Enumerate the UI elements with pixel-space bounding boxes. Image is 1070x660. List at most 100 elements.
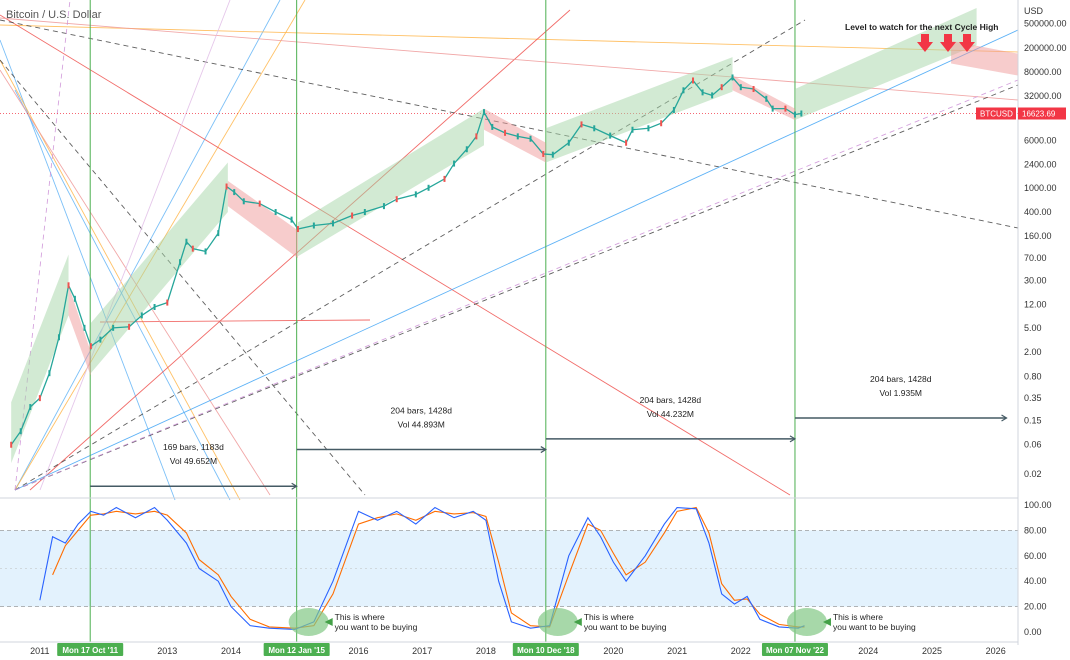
cycle-range-arrowhead: [1001, 414, 1008, 422]
trend-line-4: [0, 24, 1019, 53]
buy-arrow-icon: [822, 618, 831, 626]
y-tick-label: 2400.00: [1024, 160, 1057, 170]
x-tick-label: 2014: [221, 646, 241, 656]
price-candle: [793, 111, 796, 118]
y-tick-label: 200000.00: [1024, 43, 1067, 53]
y-tick-label: 2.00: [1024, 347, 1042, 357]
price-badge-label: 16623.69: [1022, 110, 1056, 119]
green-channel-5: [794, 8, 977, 121]
price-candle: [483, 109, 486, 116]
price-candle: [567, 139, 570, 146]
x-tick-label: 2016: [348, 646, 368, 656]
cycle-vol-text: Vol 1.935M: [879, 388, 922, 398]
trend-line-7: [0, 14, 791, 496]
price-candle: [647, 125, 650, 132]
stoch-d-line: [52, 506, 805, 629]
cycle-vol-text: Vol 44.893M: [398, 420, 445, 430]
cycle-bars-text: 204 bars, 1428d: [640, 395, 702, 405]
price-candle: [414, 191, 417, 198]
price-candle: [800, 110, 803, 117]
symbol-badge-label: BTCUSD: [980, 110, 1013, 119]
price-candle: [73, 295, 76, 302]
price-candle: [609, 132, 612, 139]
x-tick-label: 2013: [157, 646, 177, 656]
symbol-badge-bg: [976, 107, 1016, 120]
stoch-y-tick-label: 60.00: [1024, 551, 1047, 561]
price-candle: [99, 336, 102, 343]
price-candle: [504, 129, 507, 136]
buy-note-line1: This is where: [335, 612, 385, 622]
price-candle: [89, 343, 92, 350]
date-badge-label: Mon 12 Jan '15: [268, 646, 325, 655]
price-candle: [274, 209, 277, 216]
green-channel-2: [90, 162, 228, 374]
cycle-range-arrowhead: [789, 435, 797, 443]
cycle-vol-text: Vol 49.652M: [170, 456, 217, 466]
price-candle: [529, 135, 532, 142]
y-tick-label: 30.00: [1024, 275, 1047, 285]
price-candle: [10, 441, 13, 448]
price-candle: [580, 121, 583, 128]
price-candle: [242, 198, 245, 205]
price-candle: [331, 220, 334, 227]
price-candle: [67, 282, 70, 289]
buy-zone-marker: [537, 608, 578, 636]
price-candle: [720, 84, 723, 91]
cycle-vol-text: Vol 44.232M: [647, 409, 694, 419]
trend-line-18: [39, 0, 231, 491]
y-tick-label: 1000.00: [1024, 183, 1057, 193]
stoch-y-tick-label: 0.00: [1024, 627, 1042, 637]
x-tick-label: 2025: [922, 646, 942, 656]
y-unit-label: USD: [1024, 6, 1044, 16]
price-candle: [382, 203, 385, 210]
price-candle: [692, 77, 695, 84]
trend-line-15: [14, 29, 1019, 491]
x-tick-label: 2017: [412, 646, 432, 656]
price-candle: [296, 226, 299, 233]
y-tick-label: 32000.00: [1024, 91, 1062, 101]
price-candle: [233, 189, 236, 196]
y-tick-label: 500000.00: [1024, 19, 1067, 29]
price-candle: [140, 312, 143, 319]
date-badge-bg: [263, 643, 330, 656]
cycle-high-note: Level to watch for the next Cycle High: [845, 22, 999, 32]
x-tick-label: 2026: [986, 646, 1006, 656]
price-candle: [191, 245, 194, 252]
price-candle: [57, 334, 60, 341]
stoch-k-line: [39, 506, 805, 631]
price-candle: [112, 324, 115, 331]
price-candle: [731, 74, 734, 81]
price-candle: [631, 126, 634, 133]
trend-line-14: [14, 84, 1019, 491]
cycle-bars-text: 169 bars, 1183d: [163, 442, 224, 452]
y-tick-label: 400.00: [1024, 207, 1052, 217]
price-candle: [128, 323, 131, 330]
price-candle: [48, 370, 51, 377]
x-tick-label: 2024: [858, 646, 878, 656]
price-candle: [363, 209, 366, 216]
price-candle: [475, 133, 478, 140]
stoch-y-tick-label: 20.00: [1024, 602, 1047, 612]
cycle-range-arrowhead: [540, 446, 547, 454]
stoch-y-tick-label: 40.00: [1024, 576, 1047, 586]
stoch-y-tick-label: 100.00: [1024, 500, 1052, 510]
trend-line-12: [0, 19, 1019, 229]
date-badge-bg: [57, 643, 124, 656]
stoch-rsi-layer: [39, 506, 805, 631]
stoch-band: [0, 530, 1018, 607]
price-candle: [660, 120, 663, 127]
price-candle: [443, 175, 446, 182]
trend-line-11: [0, 59, 366, 496]
y-tick-label: 6000.00: [1024, 135, 1057, 145]
price-candle: [217, 230, 220, 237]
red-channel-1: [68, 285, 91, 377]
price-candle: [38, 395, 41, 402]
y-tick-label: 80000.00: [1024, 67, 1062, 77]
y-tick-label: 160.00: [1024, 231, 1052, 241]
date-badge-label: Mon 17 Oct '11: [62, 646, 118, 655]
price-candle: [491, 123, 494, 130]
price-candle: [166, 299, 169, 306]
x-tick-label: 2018: [476, 646, 496, 656]
x-tick-label: 2020: [603, 646, 623, 656]
